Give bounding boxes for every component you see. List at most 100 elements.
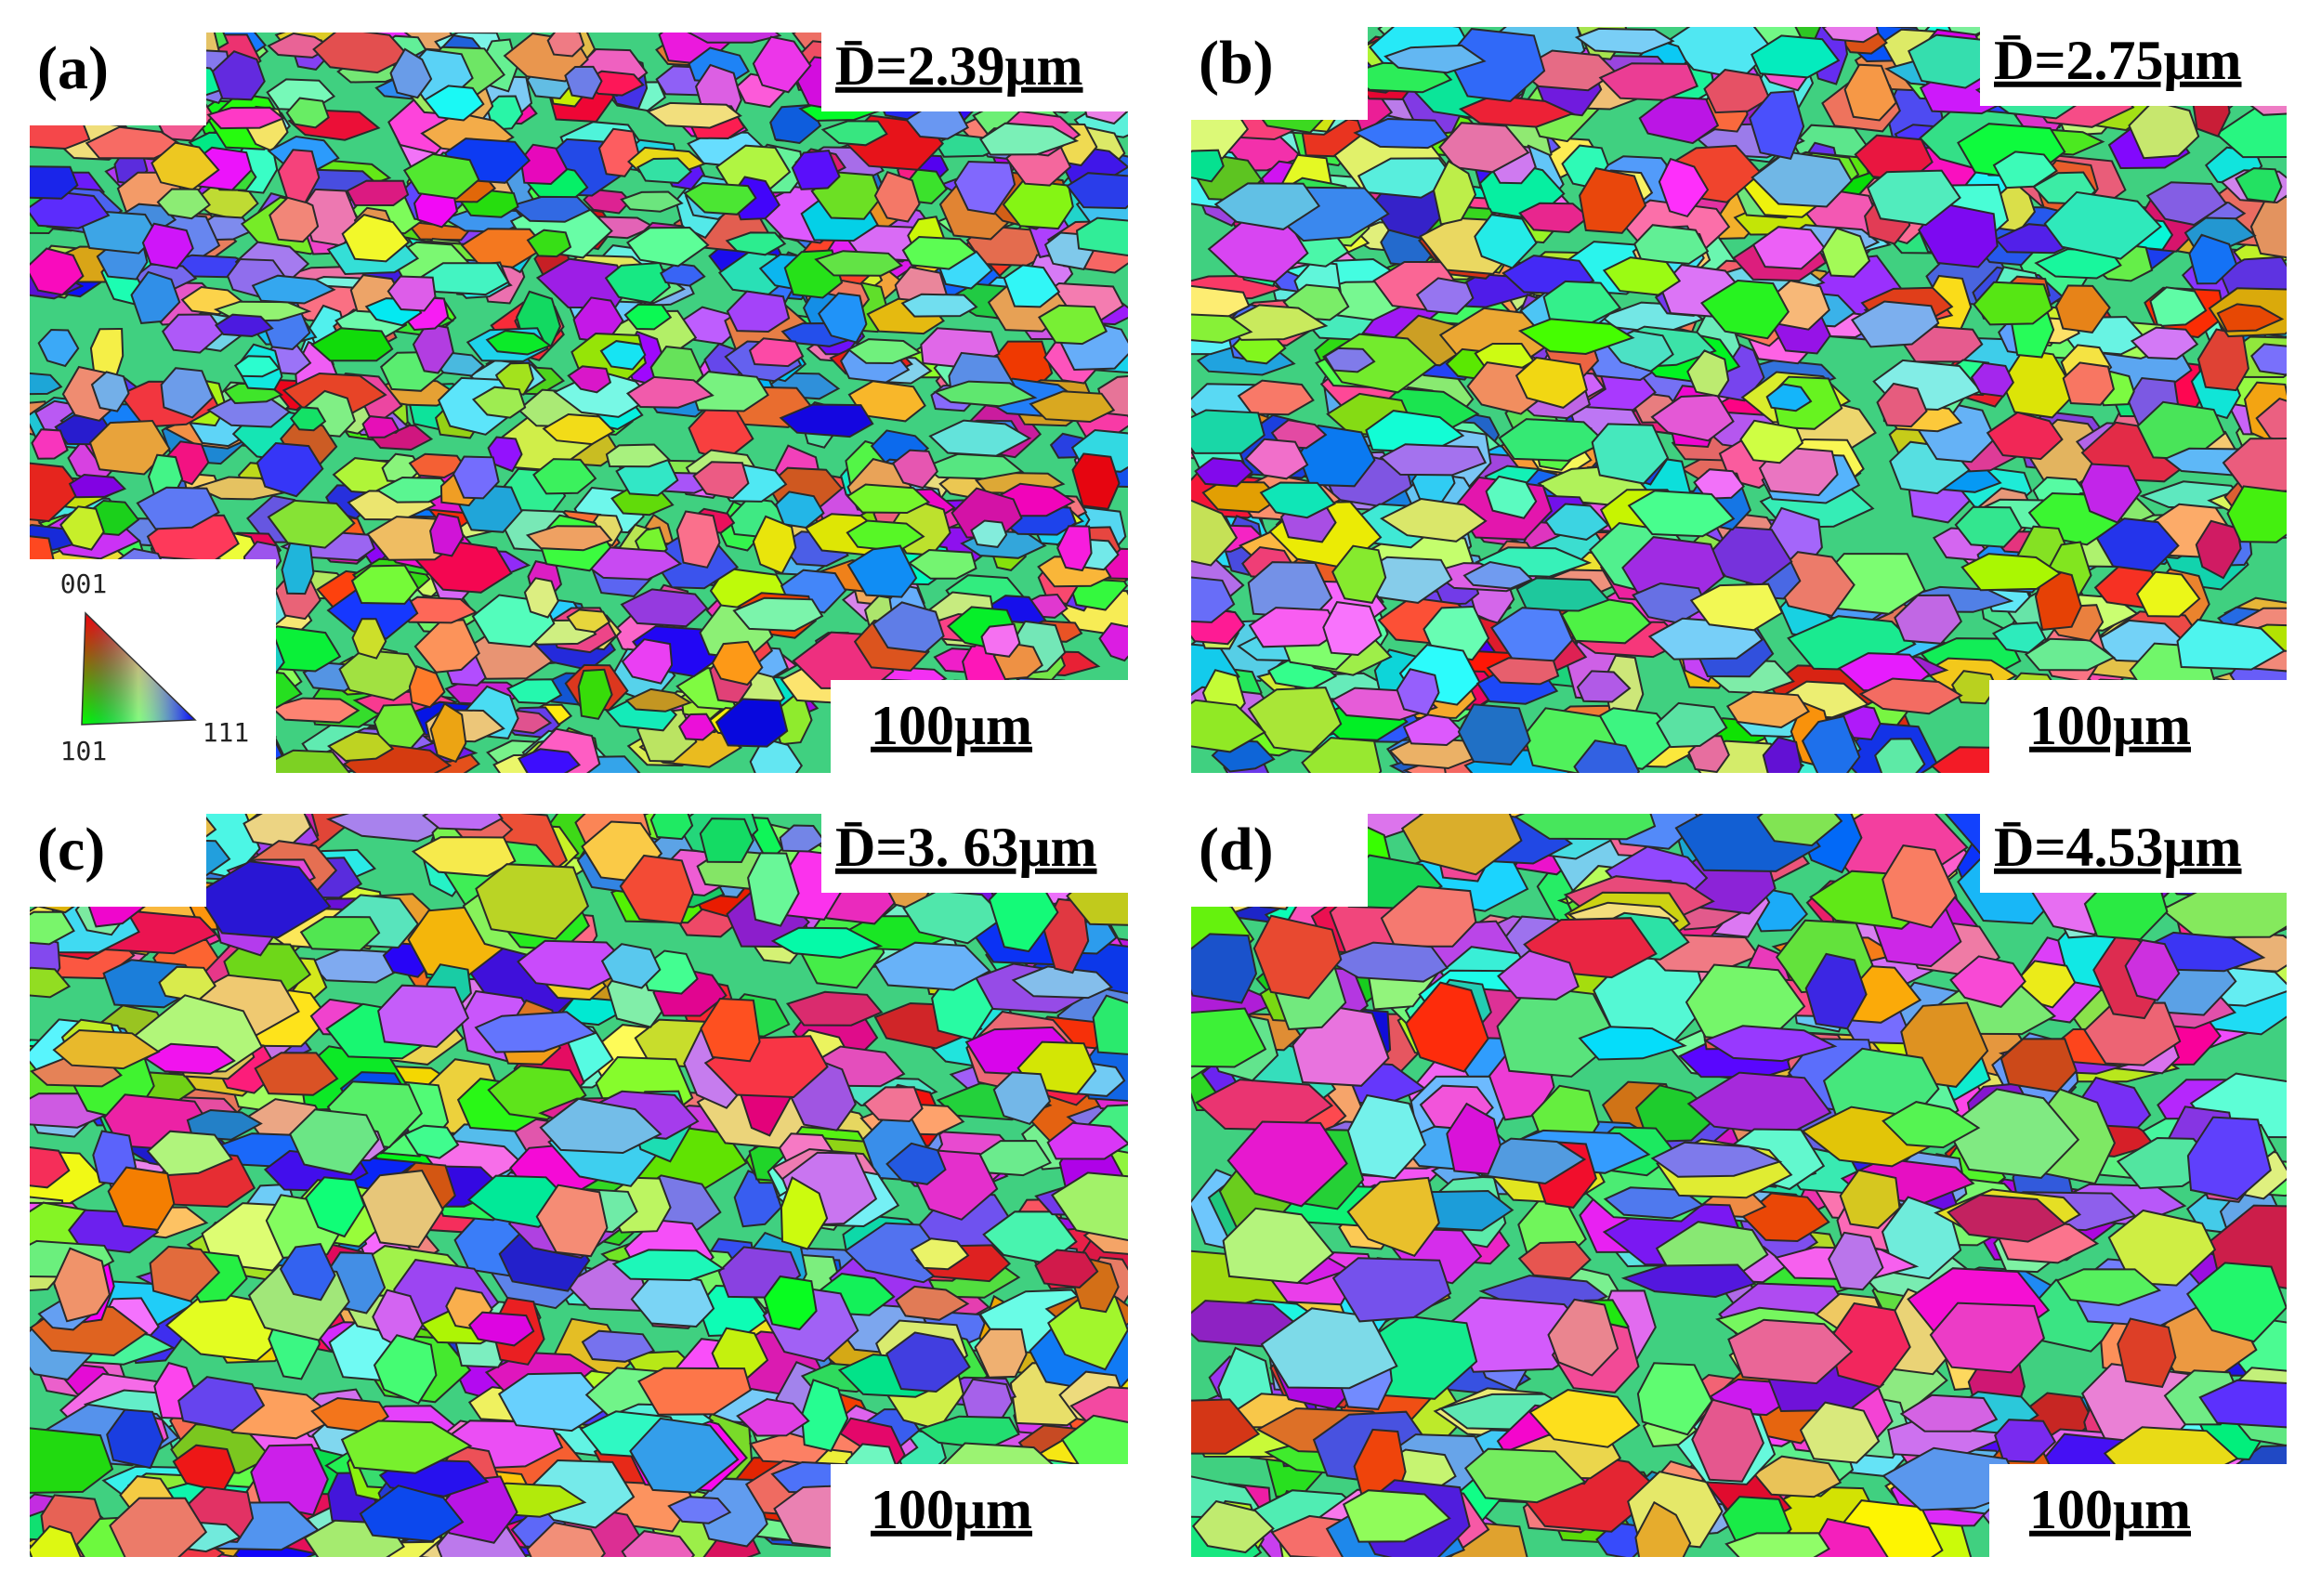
grain — [902, 889, 1006, 945]
grain — [1882, 844, 1958, 929]
grain — [2054, 284, 2111, 334]
grain — [68, 473, 127, 499]
grain — [619, 854, 695, 925]
grain — [1578, 1026, 1687, 1061]
grain — [1056, 525, 1093, 572]
grain — [186, 1108, 263, 1141]
grain — [325, 814, 460, 843]
grain — [1602, 256, 1682, 296]
grain — [1867, 169, 1961, 227]
grain — [402, 152, 480, 200]
grain — [566, 608, 611, 634]
grain — [214, 313, 274, 338]
grain — [30, 372, 63, 396]
grain — [1686, 349, 1730, 398]
grain — [1222, 1207, 1335, 1285]
grain — [2176, 619, 2287, 671]
grain — [611, 1249, 726, 1282]
grain-map — [30, 814, 1128, 1557]
grain — [1739, 419, 1804, 464]
grain — [1331, 1257, 1452, 1323]
grain — [620, 190, 684, 213]
grain — [862, 1086, 924, 1123]
grain — [487, 436, 523, 473]
grain — [1322, 601, 1383, 657]
grain — [1396, 668, 1440, 716]
grain — [1544, 503, 1610, 541]
grain — [30, 966, 72, 999]
grain — [630, 1271, 715, 1328]
grain — [1259, 481, 1336, 519]
grain — [700, 997, 761, 1063]
grain — [2145, 181, 2228, 227]
grain — [310, 327, 394, 362]
grain — [636, 157, 693, 185]
scale-box — [831, 1464, 1137, 1566]
grain — [625, 375, 715, 409]
grain — [1046, 1121, 1128, 1160]
grain — [1691, 1398, 1765, 1483]
grain — [408, 665, 446, 709]
scale-bar: 100μm — [871, 695, 1032, 756]
grain — [1574, 27, 1675, 55]
grain — [340, 1419, 473, 1474]
grain — [1576, 670, 1632, 703]
grain — [211, 50, 266, 101]
grain — [517, 939, 633, 990]
grain — [156, 188, 212, 220]
grain — [732, 596, 824, 633]
grain — [1693, 468, 1746, 500]
panel-label: (a) — [37, 34, 109, 102]
grain — [1415, 277, 1475, 315]
grain — [1075, 216, 1128, 257]
mean-grain-size: D̄=2.39μm — [835, 35, 1083, 97]
size-box — [821, 23, 1137, 111]
grain — [1724, 1532, 1830, 1557]
grain — [770, 926, 884, 959]
grain — [361, 415, 400, 438]
grain — [1346, 1093, 1427, 1180]
grain — [1528, 1389, 1641, 1448]
grain-map — [30, 33, 1128, 773]
grain — [130, 270, 181, 324]
scale-box — [831, 680, 1137, 782]
size-box — [1980, 805, 2296, 893]
grain — [1357, 157, 1456, 199]
grain — [1598, 62, 1699, 101]
grain — [846, 483, 931, 515]
grain — [1486, 657, 1560, 686]
grain — [1799, 1401, 1881, 1464]
grain — [546, 33, 585, 58]
label-box — [1191, 805, 1368, 907]
grain — [373, 1334, 438, 1405]
grain — [90, 371, 130, 412]
grain — [1098, 621, 1128, 662]
grain — [1244, 438, 1309, 480]
grain — [748, 337, 805, 368]
grain — [891, 449, 938, 490]
grain — [683, 181, 757, 216]
grain — [1191, 1398, 1261, 1455]
grain — [1003, 264, 1061, 308]
grain — [1252, 914, 1343, 1000]
grain — [1756, 814, 1843, 847]
grain — [1011, 965, 1114, 1000]
grain — [974, 1328, 1028, 1379]
grain — [1703, 69, 1771, 114]
grain — [779, 403, 874, 438]
grain — [625, 226, 710, 268]
grain — [429, 512, 465, 557]
grain — [933, 380, 1038, 408]
grain — [1518, 202, 1591, 234]
grain — [285, 97, 330, 129]
grain — [85, 125, 184, 160]
grain — [206, 106, 285, 130]
grain — [37, 328, 80, 368]
grain — [1991, 621, 2047, 654]
grain — [107, 1166, 176, 1231]
grain — [687, 33, 782, 44]
grain — [494, 361, 534, 396]
scale-bar: 100μm — [871, 1479, 1032, 1540]
grain — [161, 313, 225, 354]
grain — [2079, 463, 2143, 524]
